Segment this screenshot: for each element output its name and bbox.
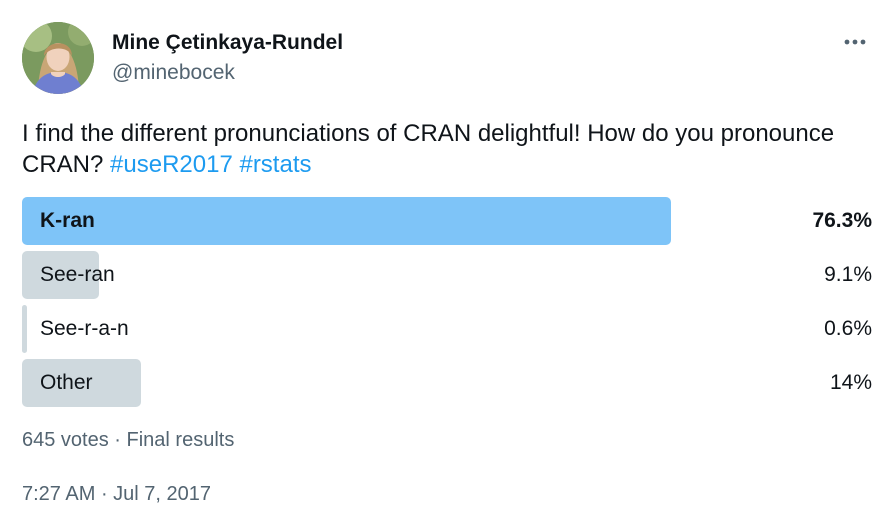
tweet-header: Mine Çetinkaya-Rundel @minebocek bbox=[22, 22, 872, 96]
poll-option: Other 14% bbox=[22, 359, 872, 407]
poll-option: K-ran 76.3% bbox=[22, 197, 872, 245]
author-display-name[interactable]: Mine Çetinkaya-Rundel bbox=[112, 31, 344, 54]
poll-meta-separator: · bbox=[108, 429, 127, 451]
poll-option-label: See-r-a-n bbox=[40, 317, 129, 340]
poll-option: See-r-a-n 0.6% bbox=[22, 305, 872, 353]
poll-option-fill bbox=[22, 251, 100, 299]
poll-option-fill bbox=[22, 359, 141, 407]
avatar-image bbox=[22, 22, 94, 94]
poll-option-fill bbox=[22, 305, 28, 353]
poll-option-percent: 76.3% bbox=[812, 209, 872, 232]
more-horizontal-icon bbox=[844, 39, 866, 45]
poll-option-fill bbox=[22, 197, 671, 245]
poll-meta: 645 votes · Final results bbox=[22, 427, 234, 453]
poll-option-percent: 0.6% bbox=[824, 317, 872, 340]
poll: K-ran 76.3% See-ran 9.1% See-r-a-n 0.6% … bbox=[22, 197, 872, 413]
poll-votes: 645 votes bbox=[22, 429, 109, 451]
tweet-text: I find the different pronunciations of C… bbox=[22, 118, 872, 180]
timestamp-separator: · bbox=[95, 483, 114, 505]
more-options-button[interactable] bbox=[838, 28, 872, 56]
hashtag-user2017[interactable]: #useR2017 bbox=[110, 151, 233, 178]
poll-status: Final results bbox=[126, 429, 235, 451]
author-handle[interactable]: @minebocek bbox=[112, 61, 235, 84]
poll-option-label: Other bbox=[40, 371, 93, 394]
poll-option: See-ran 9.1% bbox=[22, 251, 872, 299]
poll-option-percent: 9.1% bbox=[824, 263, 872, 286]
poll-option-label: K-ran bbox=[40, 209, 95, 232]
tweet-timestamp[interactable]: 7:27 AM · Jul 7, 2017 bbox=[22, 481, 211, 507]
poll-option-label: See-ran bbox=[40, 263, 115, 286]
avatar[interactable] bbox=[22, 22, 94, 94]
tweet-body: I find the different pronunciations of C… bbox=[22, 120, 835, 178]
tweet-date: Jul 7, 2017 bbox=[113, 483, 212, 505]
poll-option-percent: 14% bbox=[829, 371, 872, 394]
author-block: Mine Çetinkaya-Rundel @minebocek bbox=[112, 30, 343, 86]
hashtag-rstats[interactable]: #rstats bbox=[239, 151, 312, 178]
tweet-time: 7:27 AM bbox=[22, 483, 96, 505]
